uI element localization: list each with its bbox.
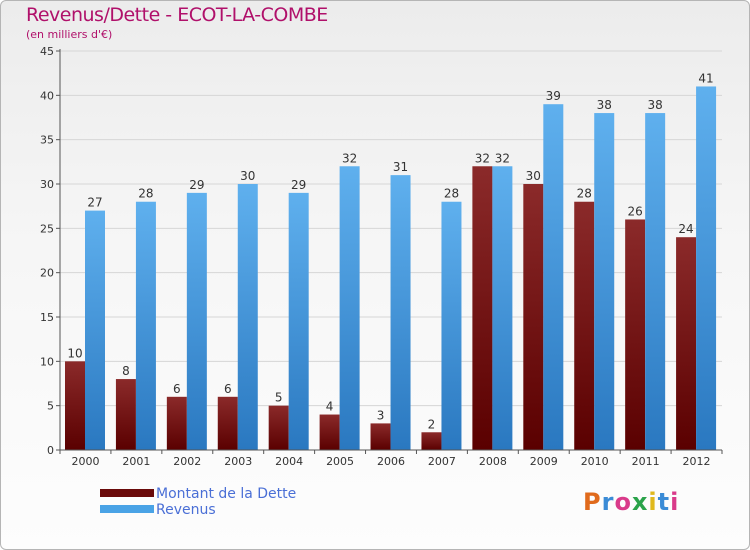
data-label: 8 bbox=[122, 364, 130, 378]
y-tick-label: 0 bbox=[47, 444, 54, 457]
bar-dette bbox=[523, 184, 544, 450]
bar-dette bbox=[574, 201, 595, 450]
data-label: 4 bbox=[326, 400, 334, 414]
x-tick-label: 2008 bbox=[479, 455, 507, 468]
y-tick-label: 45 bbox=[40, 45, 54, 58]
bar-dette bbox=[65, 361, 85, 450]
x-tick-label: 2012 bbox=[683, 455, 711, 468]
bar-revenus bbox=[492, 166, 513, 450]
data-label: 28 bbox=[138, 187, 153, 201]
bar-dette bbox=[676, 237, 697, 450]
data-label: 41 bbox=[698, 71, 713, 85]
legend-label-revenus: Revenus bbox=[156, 502, 216, 518]
x-tick-label: 2004 bbox=[275, 455, 303, 468]
data-label: 28 bbox=[577, 187, 592, 201]
data-label: 2 bbox=[428, 417, 436, 431]
y-tick-label: 15 bbox=[40, 311, 54, 324]
y-tick-label: 5 bbox=[47, 400, 54, 413]
data-label: 3 bbox=[377, 408, 385, 422]
legend-label-debt: Montant de la Dette bbox=[156, 486, 297, 502]
y-tick-label: 30 bbox=[40, 178, 54, 191]
data-label: 5 bbox=[275, 391, 283, 405]
proxiti-logo: Proxiti bbox=[583, 488, 680, 516]
data-label: 29 bbox=[189, 178, 204, 192]
bar-dette bbox=[268, 405, 289, 450]
bar-revenus bbox=[645, 113, 666, 451]
data-label: 38 bbox=[648, 98, 663, 112]
legend-swatch-revenus bbox=[100, 505, 154, 513]
data-label: 32 bbox=[342, 151, 357, 165]
x-tick-label: 2006 bbox=[377, 455, 405, 468]
bar-revenus bbox=[696, 86, 717, 450]
y-tick-label: 10 bbox=[40, 355, 54, 368]
bar-dette bbox=[421, 432, 442, 450]
data-label: 26 bbox=[628, 204, 643, 218]
x-tick-label: 2010 bbox=[581, 455, 609, 468]
data-label: 32 bbox=[475, 151, 490, 165]
x-tick-label: 2003 bbox=[224, 455, 252, 468]
data-label: 29 bbox=[291, 178, 306, 192]
bar-revenus bbox=[390, 175, 411, 450]
data-label: 32 bbox=[495, 151, 510, 165]
data-label: 27 bbox=[87, 196, 102, 210]
data-label: 38 bbox=[597, 98, 612, 112]
x-tick-label: 2007 bbox=[428, 455, 456, 468]
x-tick-label: 2011 bbox=[632, 455, 660, 468]
data-label: 30 bbox=[240, 169, 255, 183]
data-label: 24 bbox=[678, 222, 693, 236]
data-label: 31 bbox=[393, 160, 408, 174]
data-label: 30 bbox=[526, 169, 541, 183]
x-tick-label: 2009 bbox=[530, 455, 558, 468]
bar-dette bbox=[115, 379, 136, 450]
x-tick-label: 2001 bbox=[122, 455, 150, 468]
bar-revenus bbox=[543, 104, 564, 450]
bar-revenus bbox=[237, 184, 258, 450]
bar-dette bbox=[319, 414, 340, 450]
bar-dette bbox=[472, 166, 493, 450]
x-tick-label: 2005 bbox=[326, 455, 354, 468]
bar-revenus bbox=[594, 113, 615, 451]
data-label: 28 bbox=[444, 187, 459, 201]
y-tick-label: 20 bbox=[40, 267, 54, 280]
y-tick-label: 40 bbox=[40, 89, 54, 102]
bar-dette bbox=[625, 219, 646, 450]
bar-revenus bbox=[441, 201, 462, 450]
bar-dette bbox=[370, 423, 391, 450]
data-label: 39 bbox=[546, 89, 561, 103]
chart-subtitle: (en milliers d'€) bbox=[26, 28, 113, 41]
chart-title: Revenus/Dette - ECOT-LA-COMBE bbox=[26, 4, 328, 26]
x-tick-label: 2002 bbox=[173, 455, 201, 468]
bar-dette bbox=[217, 396, 238, 450]
y-tick-label: 25 bbox=[40, 222, 54, 235]
bar-revenus bbox=[339, 166, 360, 450]
bar-revenus bbox=[135, 201, 156, 450]
bar-dette bbox=[166, 396, 187, 450]
x-tick-label: 2000 bbox=[71, 455, 99, 468]
legend-swatch-debt bbox=[100, 489, 154, 497]
data-label: 10 bbox=[67, 346, 82, 360]
bar-revenus bbox=[288, 192, 309, 450]
data-label: 6 bbox=[173, 382, 181, 396]
data-label: 6 bbox=[224, 382, 232, 396]
bar-revenus bbox=[186, 192, 207, 450]
bar-revenus bbox=[85, 210, 105, 450]
y-tick-label: 35 bbox=[40, 134, 54, 147]
